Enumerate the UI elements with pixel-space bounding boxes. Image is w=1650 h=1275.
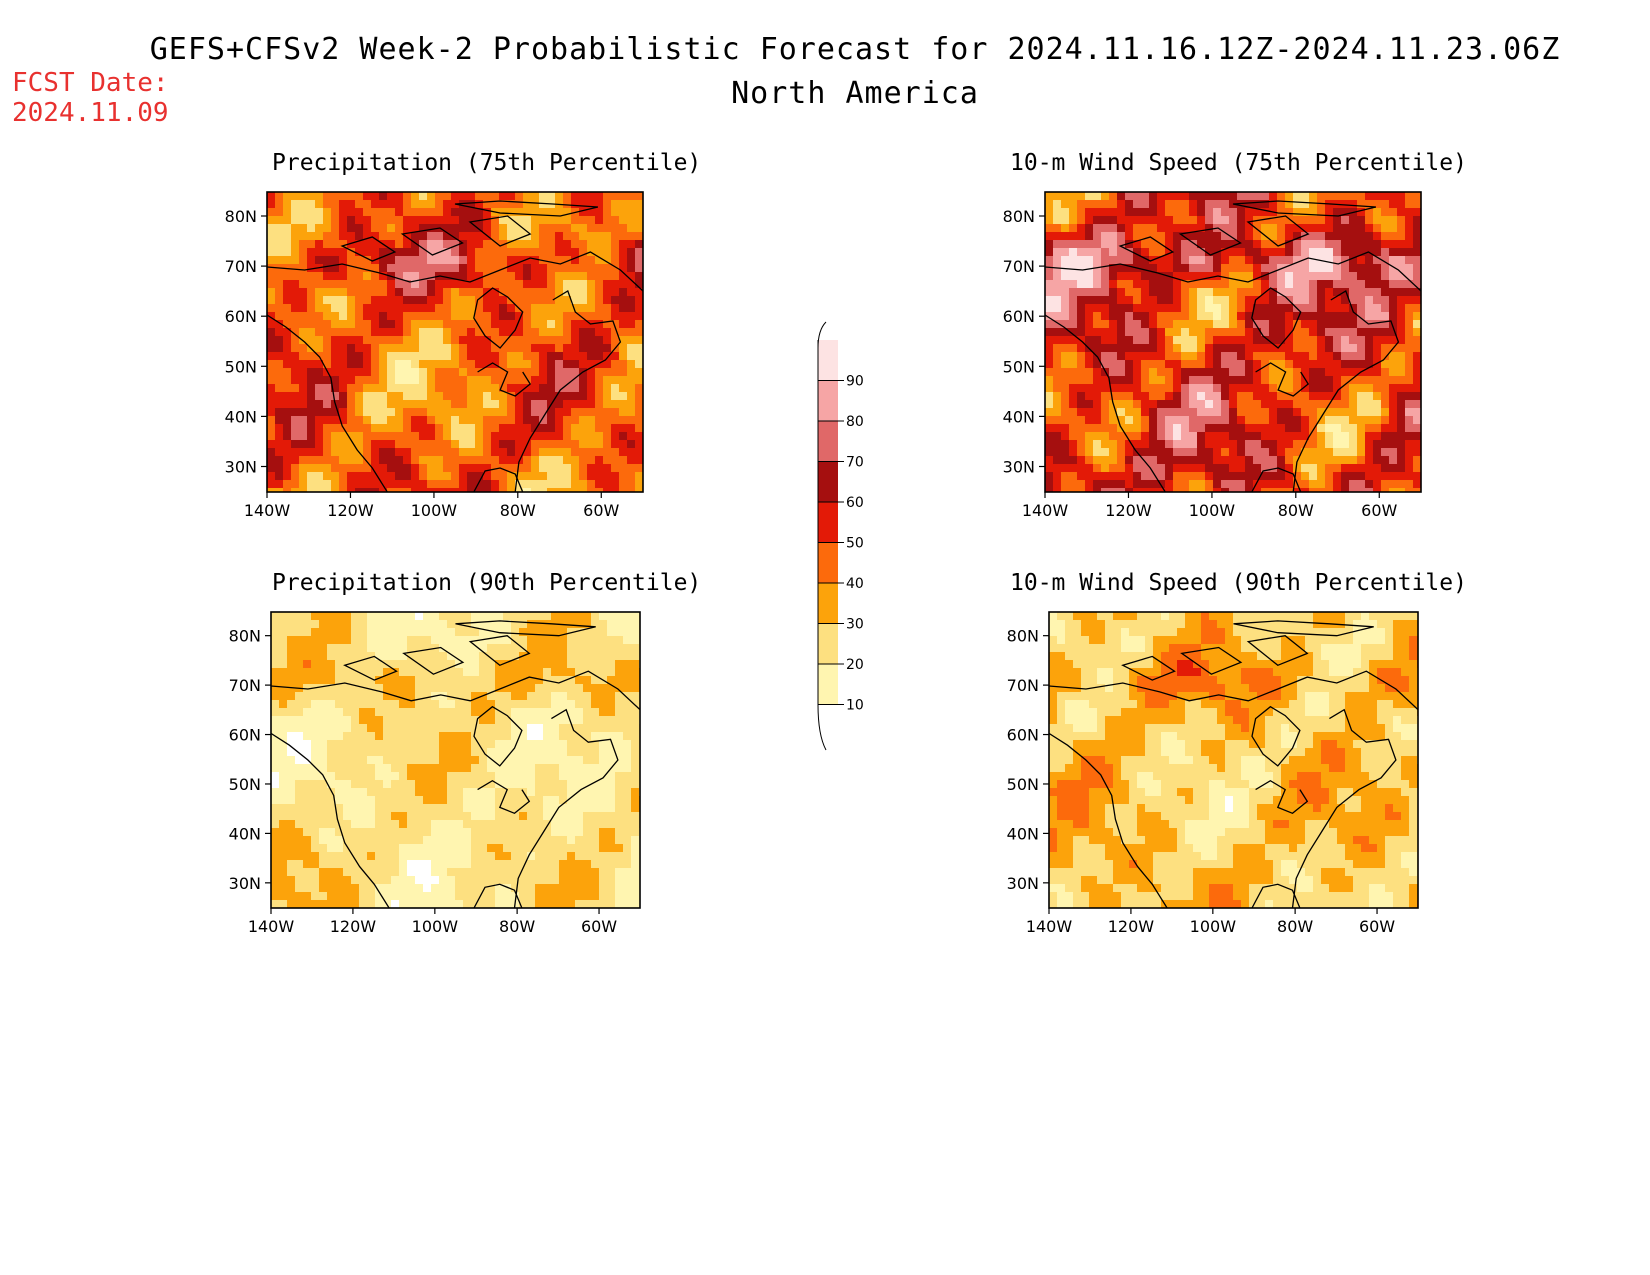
lon-tick-label: 80W [1278,501,1314,520]
colorbar-label: 50 [846,536,864,552]
colorbar-label: 40 [846,576,864,592]
lat-tick-label: 60N [225,307,257,326]
lon-tick-label: 60W [1361,501,1397,520]
colorbar-swatch [818,380,838,421]
lat-tick-label: 30N [1007,874,1039,893]
lon-tick-label: 140W [244,501,291,520]
map-panel-wind90: 30N 40N 50N 60N 70N 80N 140W 120W 100W 80W 60W [1007,611,1419,936]
map-panel-wind75: 30N 40N 50N 60N 70N 80N 140W 120W 100W 80W 60W [1003,191,1422,520]
lat-tick-label: 60N [1003,307,1035,326]
coastlines [267,200,643,492]
lat-tick-label: 70N [229,676,261,695]
colorbar-label: 90 [846,374,864,390]
colorbar-label: 70 [846,455,864,471]
map-frame [266,191,644,493]
colorbar-label: 20 [846,657,864,673]
lat-tick-label: 40N [1003,407,1035,426]
lon-tick-label: 120W [1105,501,1152,520]
lon-tick-label: 100W [411,501,458,520]
lon-tick-label: 140W [248,917,295,936]
lat-tick-label: 80N [1007,627,1039,646]
colorbar-swatch [818,502,838,543]
lon-tick-label: 100W [1190,917,1237,936]
lat-tick-label: 70N [225,257,257,276]
lon-tick-label: 120W [327,501,374,520]
panel-title-precip90: Precipitation (90th Percentile) [272,570,702,596]
probability-shading [271,612,640,908]
lat-tick-label: 80N [225,207,257,226]
colorbar-label: 80 [846,414,864,430]
lon-tick-label: 60W [583,501,619,520]
probability-shading [1049,612,1418,908]
lat-tick-label: 50N [229,775,261,794]
lat-tick-label: 40N [225,407,257,426]
lat-tick-label: 60N [229,726,261,745]
lon-tick-label: 100W [1189,501,1236,520]
lon-tick-label: 120W [1108,917,1155,936]
lat-tick-label: 60N [1007,726,1039,745]
panel-title-precip75: Precipitation (75th Percentile) [272,150,702,176]
lat-tick-label: 80N [229,627,261,646]
lat-tick-label: 30N [1003,458,1035,477]
coastlines [1049,620,1418,908]
lat-tick-label: 30N [225,458,257,477]
lon-tick-label: 100W [412,917,459,936]
lon-tick-label: 60W [581,917,617,936]
lat-tick-label: 70N [1007,676,1039,695]
colorbar-label: 60 [846,495,864,511]
lat-tick-label: 30N [229,874,261,893]
lat-tick-label: 40N [1007,824,1039,843]
fcst-date-value: 2024.11.09 [12,98,169,128]
map-frame [1048,611,1419,909]
lat-tick-label: 40N [229,824,261,843]
lon-tick-label: 120W [330,917,377,936]
lon-tick-label: 140W [1022,501,1069,520]
colorbar-swatch [818,583,838,624]
lon-tick-label: 80W [1277,917,1313,936]
fcst-date-label: FCST Date: [12,68,169,98]
coastlines [1045,200,1421,492]
lat-tick-label: 50N [1007,775,1039,794]
panel-title-wind75: 10-m Wind Speed (75th Percentile) [1010,150,1467,176]
lat-tick-label: 50N [1003,357,1035,376]
lon-tick-label: 60W [1359,917,1395,936]
coastlines [271,620,640,908]
map-panel-precip75: 30N 40N 50N 60N 70N 80N 140W 120W 100W 80W 60W [225,191,644,520]
lon-tick-label: 80W [500,501,536,520]
map-frame [270,611,641,909]
colorbar-swatch [818,340,838,381]
region-subtitle: North America [731,76,979,111]
map-frame [1044,191,1422,493]
probability-shading [267,192,643,492]
colorbar: 10 20 30 40 50 60 70 80 90 [817,321,864,751]
lat-tick-label: 50N [225,357,257,376]
lon-tick-label: 140W [1026,917,1073,936]
colorbar-swatch [818,623,838,664]
lat-tick-label: 70N [1003,257,1035,276]
colorbar-swatch [818,421,838,462]
colorbar-swatch [818,461,838,502]
map-panel-precip90: 30N 40N 50N 60N 70N 80N 140W 120W 100W 80W 60W [229,611,641,936]
colorbar-swatch [818,542,838,583]
lat-tick-label: 80N [1003,207,1035,226]
colorbar-swatch [818,664,838,705]
main-title: GEFS+CFSv2 Week-2 Probabilistic Forecast… [149,32,1561,67]
colorbar-label: 10 [846,698,864,714]
lon-tick-label: 80W [499,917,535,936]
panel-title-wind90: 10-m Wind Speed (90th Percentile) [1010,570,1467,596]
probability-shading [1045,192,1421,492]
colorbar-label: 30 [846,617,864,633]
